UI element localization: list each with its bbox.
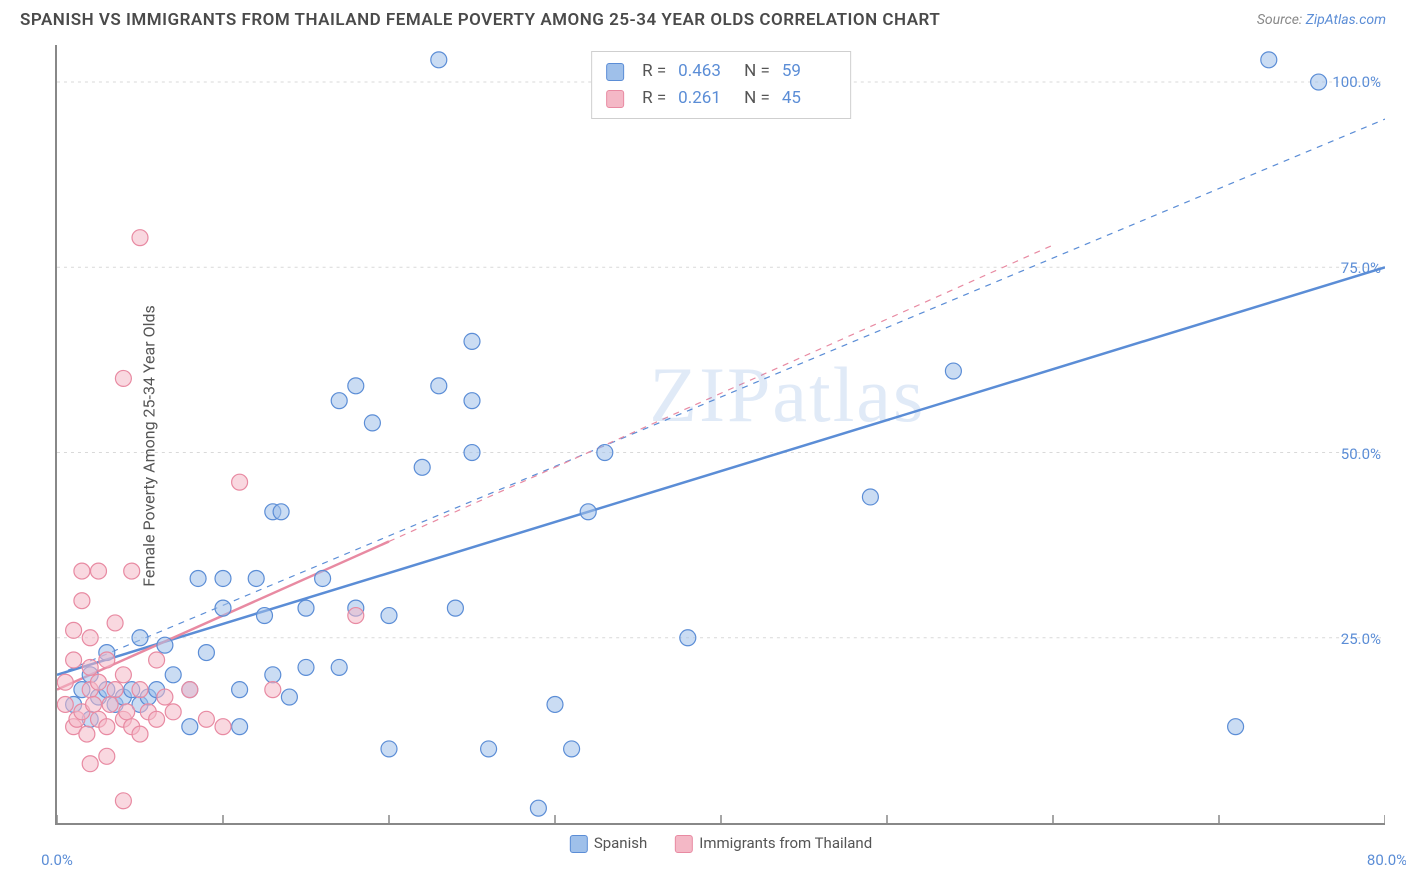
y-tick-label: 50.0% — [1341, 445, 1381, 463]
legend-swatch — [606, 90, 624, 108]
source-attribution: Source: ZipAtlas.com — [1257, 12, 1386, 28]
y-tick-label: 75.0% — [1341, 259, 1381, 277]
legend-item: Immigrants from Thailand — [675, 834, 872, 853]
y-tick-label: 25.0% — [1341, 630, 1381, 648]
y-tick-labels: 25.0% 50.0% 75.0% 100.0% — [1311, 45, 1391, 823]
x-tick-label: 0.0% — [41, 851, 73, 869]
legend-label: Immigrants from Thailand — [699, 834, 872, 852]
chart-title: SPANISH VS IMMIGRANTS FROM THAILAND FEMA… — [20, 10, 940, 30]
y-tick-label: 100.0% — [1332, 73, 1381, 91]
correlation-legend: R = 0.463 N = 59 R = 0.261 N = 45 — [591, 51, 851, 119]
corr-r-label: R = — [642, 85, 666, 112]
x-tick-label: 80.0% — [1367, 851, 1406, 869]
plot-area: ZIPatlas R =0.463N =59R =0.261N =45 25.0… — [55, 45, 1385, 825]
legend-label: Spanish — [594, 834, 647, 852]
corr-n-value: 45 — [782, 85, 836, 112]
corr-r-value: 0.463 — [678, 58, 732, 85]
legend-item: Spanish — [570, 834, 647, 853]
series-legend: Spanish Immigrants from Thailand — [570, 834, 872, 853]
corr-legend-row: R = 0.463 N = 59 — [606, 58, 836, 85]
source-link[interactable]: ZipAtlas.com — [1306, 12, 1386, 28]
scatter-svg — [57, 45, 1385, 823]
corr-n-label: N = — [744, 85, 770, 112]
corr-n-label: N = — [744, 58, 770, 85]
legend-swatch — [675, 835, 693, 853]
corr-legend-row: R = 0.261 N = 45 — [606, 85, 836, 112]
corr-r-value: 0.261 — [678, 85, 732, 112]
corr-n-value: 59 — [782, 58, 836, 85]
legend-swatch — [570, 835, 588, 853]
legend-swatch — [606, 63, 624, 81]
corr-r-label: R = — [642, 58, 666, 85]
